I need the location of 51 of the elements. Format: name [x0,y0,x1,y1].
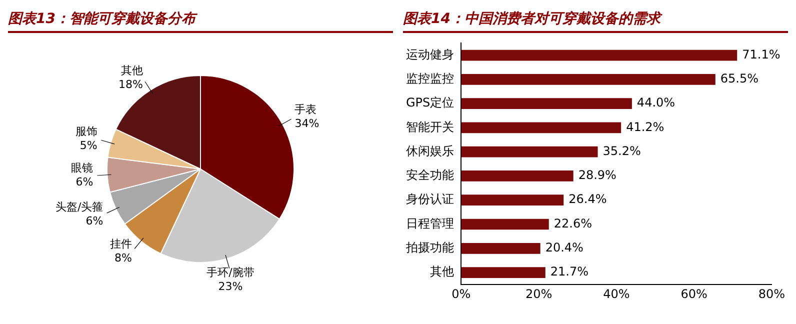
data-label: 44.0% [636,96,676,110]
slice-label: 眼镜 [71,162,94,175]
data-label: 8% [114,252,132,265]
y-tick-label: GPS定位 [406,96,454,110]
data-label: 6% [86,214,104,228]
y-tick-label: 其他 [430,264,454,279]
data-label: 20.4% [545,240,584,255]
data-label: 28.9% [578,168,616,182]
bar [461,122,622,134]
slice-label: 挂件 [110,238,132,251]
y-tick-label: 拍摄功能 [405,240,454,255]
bar [461,242,540,254]
x-tick-label: 40% [603,286,630,301]
slice-label: 服饰 [75,124,98,138]
data-label: 22.6% [554,216,592,230]
data-label: 6% [76,176,94,189]
data-label: 23% [218,280,243,294]
y-tick-label: 身份认证 [406,192,454,206]
data-label: 26.4% [568,192,607,206]
x-tick-label: 0% [452,286,471,301]
data-label: 65.5% [720,72,759,86]
slice-label: 头盔/头箍 [56,200,104,214]
bar [461,146,598,158]
data-label: 71.1% [742,47,780,62]
chart-title: 图表13：智能可穿戴设备分布 [8,8,393,33]
x-tick-label: 80% [758,286,785,301]
y-tick-label: 监控监控 [406,72,454,86]
bar [461,218,549,230]
y-tick-label: 休闲娱乐 [406,144,454,158]
data-label: 34% [294,117,320,130]
y-tick-label: 运动健身 [406,47,454,62]
data-label: 18% [118,78,143,92]
data-label: 21.7% [550,264,589,279]
slice-label: 手表 [294,103,317,116]
chart-title: 图表14：中国消费者对可穿戴设备的需求 [403,8,788,33]
data-label: 41.2% [626,120,664,134]
bar [461,74,716,85]
slice-label: 手环/腕带 [206,266,254,280]
x-tick-label: 60% [680,286,708,301]
bar [461,50,738,61]
bar [461,170,574,182]
bar [461,267,546,278]
data-label: 5% [80,138,98,152]
y-tick-label: 安全功能 [406,168,454,182]
data-label: 35.2% [602,144,641,158]
y-tick-label: 智能开关 [406,120,454,134]
y-tick-label: 日程管理 [406,216,454,230]
slice-label: 其他 [120,64,143,78]
bar [461,194,564,206]
bar [461,98,632,109]
x-tick-label: 20% [525,286,552,301]
